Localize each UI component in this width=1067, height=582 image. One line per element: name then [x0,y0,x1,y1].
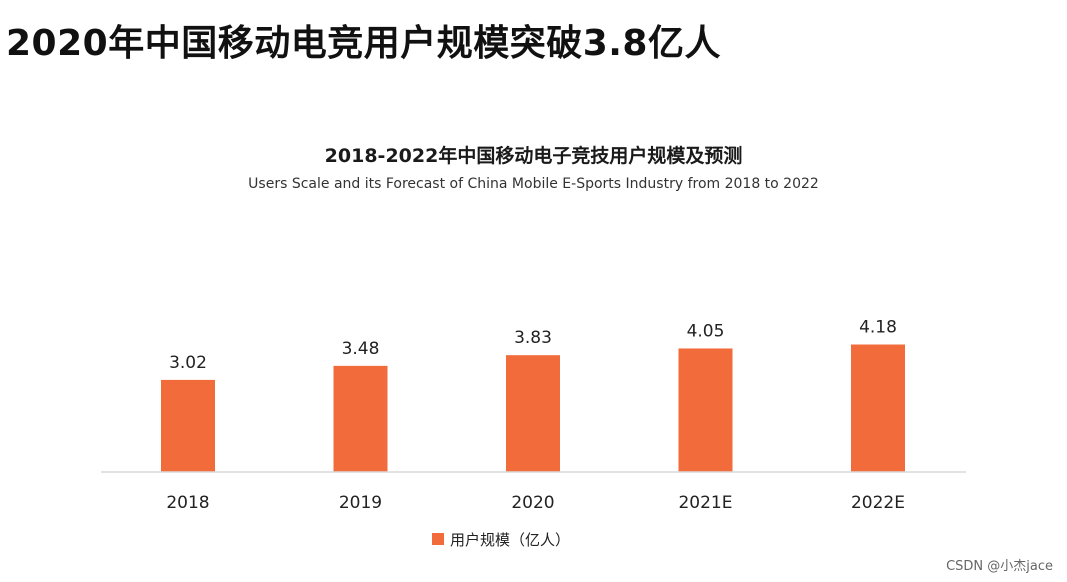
chart-subtitle: Users Scale and its Forecast of China Mo… [248,176,819,192]
tick-label-2022e: 2022E [851,493,905,513]
tick-label-2018: 2018 [166,493,209,513]
tick-labels-group: 2018 2019 2020 2021E 2022E [166,493,905,513]
bar-2021e [678,348,733,472]
legend-swatch [432,533,444,545]
tick-label-2020: 2020 [511,493,554,513]
bars-group [161,344,905,472]
watermark: CSDN @小杰jace [946,559,1053,574]
bar-2020 [506,355,560,472]
value-label-2020: 3.83 [514,328,552,348]
value-label-2018: 3.02 [169,353,207,373]
page-headline: 2020年中国移动电竞用户规模突破3.8亿人 [6,23,721,64]
bar-2022e [851,344,905,472]
chart-title: 2018-2022年中国移动电子竞技用户规模及预测 [324,145,743,167]
bar-2019 [333,365,388,472]
tick-label-2019: 2019 [339,493,382,513]
legend: 用户规模（亿人） [432,531,570,549]
value-label-2021e: 4.05 [687,321,725,341]
tick-label-2021e: 2021E [678,493,732,513]
bar-2018 [161,379,215,472]
value-label-2022e: 4.18 [859,318,897,338]
value-labels-group: 3.02 3.48 3.83 4.05 4.18 [169,318,897,373]
legend-label: 用户规模（亿人） [450,531,570,549]
value-label-2019: 3.48 [342,339,380,359]
